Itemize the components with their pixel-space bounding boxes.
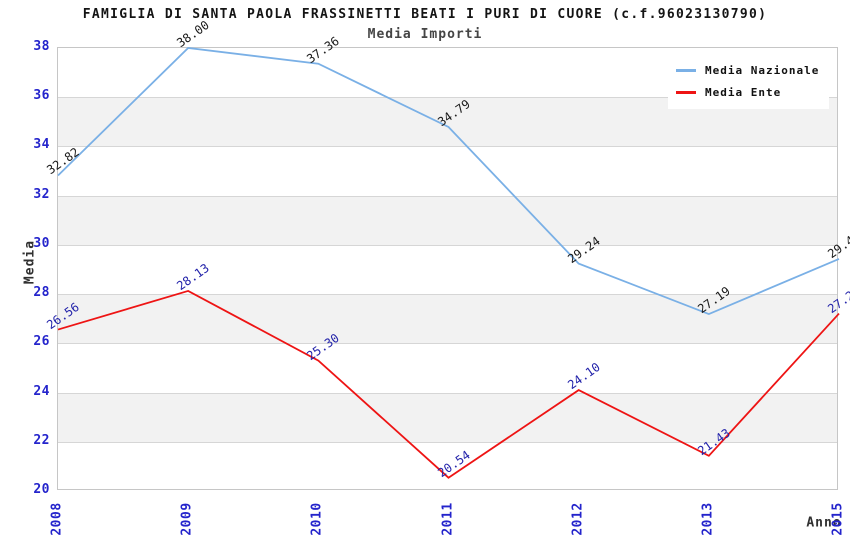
x-tick-label: 2015 (830, 502, 846, 536)
legend-swatch-blue-line (676, 68, 696, 72)
chart-title: FAMIGLIA DI SANTA PAOLA FRASSINETTI BEAT… (82, 7, 768, 22)
plot-band (58, 294, 837, 344)
y-tick-label: 36 (33, 88, 50, 104)
x-tick-label: 2010 (309, 502, 325, 536)
gridline (58, 244, 837, 246)
plot-band (58, 195, 837, 245)
y-tick-label: 22 (33, 432, 50, 448)
x-tick-label: 2008 (49, 502, 65, 536)
series-lines (57, 47, 840, 479)
plot-area (57, 47, 840, 490)
legend: Media Nazionale Media Ente (668, 53, 830, 109)
legend-label: Media Ente (705, 85, 782, 99)
legend-item-media-ente: Media Ente (676, 81, 819, 103)
x-axis-title: Anno (806, 515, 842, 531)
gridline (58, 294, 837, 296)
x-tick-label: 2011 (440, 502, 455, 536)
plot-band (58, 392, 837, 442)
y-tick-label: 20 (33, 482, 50, 497)
y-tick-label: 24 (33, 383, 50, 399)
gridline (58, 195, 837, 197)
y-tick-label: 26 (33, 334, 50, 350)
y-tick-label: 38 (33, 39, 50, 54)
gridline (58, 392, 837, 394)
x-tick-label: 2013 (700, 502, 716, 536)
x-tick-label: 2012 (570, 502, 586, 536)
x-tick-label: 2009 (179, 502, 195, 536)
legend-item-media-nazionale: Media Nazionale (676, 59, 819, 81)
legend-swatch-red-line (676, 90, 696, 94)
gridline (58, 146, 837, 148)
y-tick-label: 34 (33, 137, 50, 153)
y-tick-label: 28 (33, 285, 50, 301)
series-line-media-nazionale (57, 47, 840, 316)
gridline (58, 97, 837, 99)
gridline (58, 441, 837, 443)
y-tick-label: 30 (33, 235, 50, 251)
legend-label: Media Nazionale (705, 63, 820, 77)
gridline (58, 343, 837, 345)
series-line-media-ente (57, 289, 840, 479)
y-tick-label: 32 (33, 186, 50, 202)
chart-subtitle: Media Importi (367, 27, 483, 42)
